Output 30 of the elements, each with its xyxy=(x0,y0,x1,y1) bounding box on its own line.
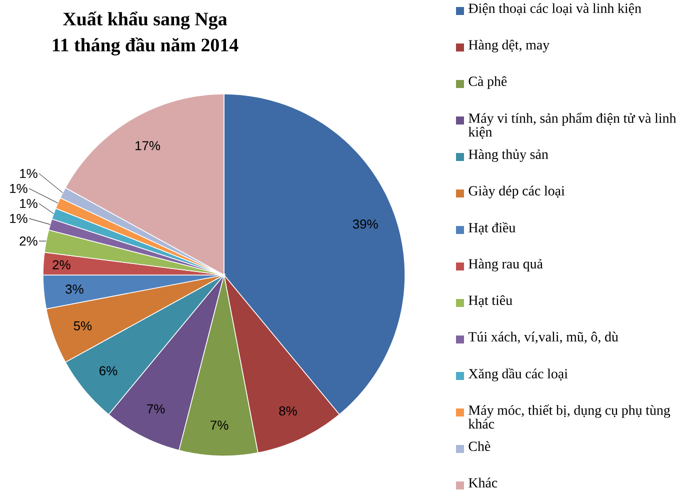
text: 11 tháng đầu năm 2014 xyxy=(52,38,238,56)
legend-label: Túi xách, ví,vali, mũ, ô, dù xyxy=(468,332,618,344)
data-label: 2% xyxy=(52,260,70,270)
data-label: 2% xyxy=(20,236,38,246)
legend-label: Hàng thủy sản xyxy=(468,149,548,162)
legend-label: Máy vi tính, sản phẩm điện tử và linh kiện xyxy=(468,112,676,139)
legend-label: Giày dép các loại xyxy=(468,186,565,198)
data-label: 8% xyxy=(279,406,297,416)
legend-label: Khác xyxy=(468,478,498,488)
data-label: 3% xyxy=(66,284,84,294)
legend-label: Hàng dệt, may xyxy=(468,40,550,52)
legend-label: Máy móc, thiết bị, dụng cụ phụ tùng khác xyxy=(468,404,670,429)
data-label: 7% xyxy=(210,420,228,430)
data-label: 6% xyxy=(100,366,118,376)
chart-title: Xuất khẩu sang Nga xyxy=(63,12,228,30)
data-label: 1% xyxy=(10,214,28,224)
data-label: 1% xyxy=(10,184,28,194)
legend-label: Hạt điều xyxy=(468,222,516,235)
data-label: 1% xyxy=(20,198,38,208)
legend-label: Chè xyxy=(468,441,490,452)
legend-label: Hạt tiêu xyxy=(468,295,512,308)
legend-label: Hàng rau quả xyxy=(468,258,543,272)
data-label: 1% xyxy=(20,168,38,178)
legend-label: Xăng dầu các loại xyxy=(468,368,568,382)
data-label: 5% xyxy=(74,321,92,330)
legend-label: Cà phê xyxy=(468,76,507,89)
legend-label: Điện thoại các loại và linh kiện xyxy=(468,3,642,16)
data-label: 17% xyxy=(136,141,160,150)
data-label: 39% xyxy=(352,220,378,229)
data-label: 7% xyxy=(147,404,165,414)
